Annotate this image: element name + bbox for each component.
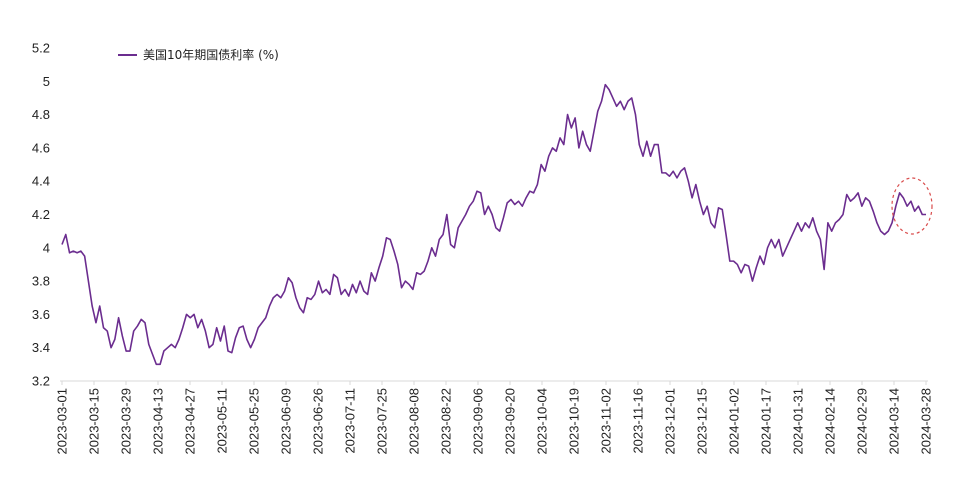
y-tick-label: 4 [43,240,50,255]
plot-area [61,83,926,366]
x-tick-label: 2023-05-25 [247,388,262,455]
x-tick-label: 2024-03-28 [919,388,934,455]
y-tick-label: 3.4 [32,340,50,355]
y-tick-label: 4.6 [32,140,50,155]
x-tick-label: 2024-02-29 [855,388,870,455]
x-tick-label: 2023-09-06 [471,388,486,455]
x-tick-label: 2023-12-15 [695,388,710,455]
x-tick-label: 2023-11-02 [599,388,614,454]
x-tick-label: 2024-03-14 [887,388,902,455]
y-tick-label: 3.6 [32,307,50,322]
x-tick-label: 2023-09-20 [503,388,518,455]
y-tick-label: 5 [43,74,50,89]
x-tick-label: 2023-06-26 [311,388,326,455]
y-axis: 5.2 5 4.8 4.6 4.4 4.2 4 3.8 3.6 3.4 3.2 [32,41,50,389]
x-tick-label: 2023-08-08 [407,388,422,455]
x-tick-label: 2023-07-25 [375,388,390,455]
x-tick-label: 2023-12-01 [663,388,678,455]
x-tick-label: 2023-08-22 [439,388,454,455]
y-tick-label: 4.8 [32,107,50,122]
y-tick-label: 3.2 [32,374,50,389]
x-tick-label: 2024-01-31 [791,388,806,455]
x-tick-label: 2024-02-14 [823,388,838,455]
x-tick-label: 2023-03-15 [87,388,102,455]
x-tick-label: 2023-10-19 [567,388,582,455]
x-tick-label: 2023-11-16 [631,388,646,454]
legend: 美国10年期国债利率 (%) [118,47,279,62]
x-tick-label: 2023-04-13 [151,388,166,455]
y-tick-label: 4.4 [32,174,50,189]
x-tick-label: 2023-10-04 [535,388,550,455]
highlight-ellipse [891,177,933,235]
series-line [61,83,926,366]
y-tick-label: 3.8 [32,274,50,289]
x-tick-label: 2023-03-01 [55,388,70,455]
x-tick-label: 2024-01-02 [727,388,742,455]
x-tick-label: 2023-04-27 [183,388,198,455]
legend-label: 美国10年期国债利率 (%) [143,47,279,62]
x-tick-label: 2023-06-09 [279,388,294,455]
x-tick-label: 2024-01-17 [759,388,774,455]
y-tick-label: 5.2 [32,41,50,56]
x-tick-label: 2023-07-11 [343,388,358,454]
y-tick-label: 4.2 [32,207,50,222]
x-axis: 2023-03-01 2023-03-15 2023-03-29 2023-04-13… [55,381,934,455]
x-tick-label: 2023-05-11 [215,388,230,454]
x-tick-label: 2023-03-29 [119,388,134,455]
